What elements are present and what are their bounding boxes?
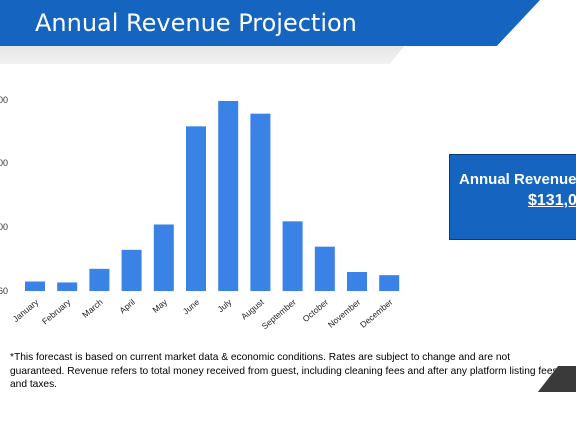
title-banner xyxy=(0,0,540,46)
bar-november xyxy=(347,272,367,291)
x-tick-label: April xyxy=(117,297,137,316)
bar-august xyxy=(250,113,271,291)
annual-revenue-value: $131,0 xyxy=(528,192,576,209)
bar-february xyxy=(57,282,78,291)
bar-july xyxy=(218,101,239,291)
x-tick-label: January xyxy=(11,296,41,324)
y-tick-label: 60 xyxy=(0,286,8,296)
x-tick-label: May xyxy=(150,296,169,314)
banner-shadow xyxy=(0,44,406,64)
x-tick-label: February xyxy=(40,296,73,326)
x-tick-label: September xyxy=(260,297,298,331)
y-tick-label: 00 xyxy=(0,158,8,168)
y-tick-label: 00 xyxy=(0,95,8,105)
bar-april xyxy=(121,249,142,291)
x-tick-label: June xyxy=(181,297,202,317)
bar-january xyxy=(25,281,45,291)
bar-december xyxy=(379,275,400,291)
page-title: Annual Revenue Projection xyxy=(35,9,357,37)
disclaimer-footnote: *This forecast is based on current marke… xyxy=(10,352,558,390)
y-tick-label: 00 xyxy=(0,222,8,232)
bar-september xyxy=(282,221,303,291)
annual-revenue-card: Annual Revenue $131,0 xyxy=(449,154,576,240)
bar-may xyxy=(153,224,174,291)
x-tick-label: August xyxy=(239,296,266,321)
bar-october xyxy=(314,246,335,291)
x-tick-label: December xyxy=(358,297,395,330)
x-tick-label: November xyxy=(326,297,363,330)
x-tick-label: March xyxy=(80,297,105,320)
annual-revenue-label: Annual Revenue xyxy=(459,171,576,188)
x-tick-label: July xyxy=(215,296,234,314)
bar-march xyxy=(89,268,110,291)
bar-june xyxy=(186,126,206,291)
x-tick-label: October xyxy=(300,297,330,324)
